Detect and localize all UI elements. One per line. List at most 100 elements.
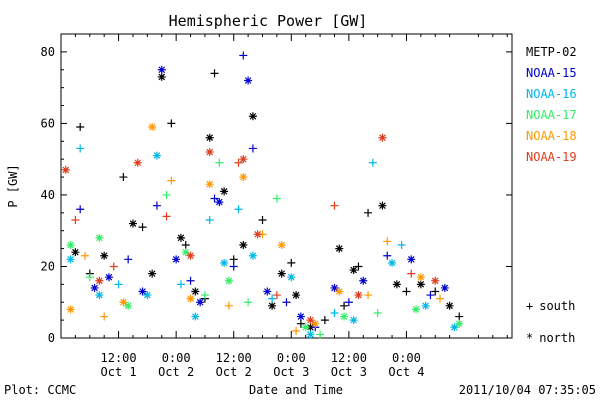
data-point-noaa-18 bbox=[167, 176, 176, 185]
x-tick-time-label: 12:00 bbox=[101, 351, 137, 365]
data-point-metp-02 bbox=[191, 287, 200, 296]
series-noaa-18 bbox=[66, 122, 445, 335]
data-point-metp-02 bbox=[335, 244, 344, 253]
data-point-noaa-19 bbox=[162, 212, 171, 221]
series-noaa-15 bbox=[76, 51, 449, 332]
data-point-noaa-15 bbox=[152, 201, 161, 210]
marker-legend: + south * north bbox=[526, 299, 575, 345]
data-point-metp-02 bbox=[296, 319, 305, 328]
data-point-noaa-17 bbox=[124, 301, 133, 310]
y-tick-label: 80 bbox=[41, 45, 55, 59]
data-point-noaa-17 bbox=[162, 190, 171, 199]
data-point-noaa-19 bbox=[354, 291, 363, 300]
x-tick-date-label: Oct 2 bbox=[216, 365, 252, 379]
data-point-noaa-15 bbox=[244, 76, 253, 85]
chart-title: Hemispheric Power [GW] bbox=[169, 12, 368, 30]
data-point-noaa-15 bbox=[282, 298, 291, 307]
data-point-metp-02 bbox=[128, 219, 137, 228]
data-point-noaa-16 bbox=[152, 151, 161, 160]
data-point-noaa-17 bbox=[455, 319, 464, 328]
data-point-noaa-19 bbox=[239, 155, 248, 164]
data-point-noaa-18 bbox=[80, 251, 89, 260]
series-noaa-19 bbox=[61, 133, 440, 325]
data-point-noaa-19 bbox=[61, 165, 70, 174]
y-tick-label: 40 bbox=[41, 188, 55, 202]
data-point-noaa-15 bbox=[76, 205, 85, 214]
data-point-metp-02 bbox=[349, 266, 358, 275]
data-point-noaa-19 bbox=[407, 269, 416, 278]
data-point-metp-02 bbox=[292, 291, 301, 300]
data-point-noaa-15 bbox=[104, 273, 113, 282]
data-point-noaa-16 bbox=[349, 316, 358, 325]
data-point-noaa-17 bbox=[244, 298, 253, 307]
data-point-noaa-16 bbox=[95, 291, 104, 300]
legend-entry: NOAA-19 bbox=[526, 150, 577, 164]
data-points bbox=[61, 51, 464, 339]
data-point-noaa-16 bbox=[330, 308, 339, 317]
data-point-noaa-16 bbox=[268, 294, 277, 303]
data-point-metp-02 bbox=[148, 269, 157, 278]
data-point-noaa-16 bbox=[66, 255, 75, 264]
marker-label: north bbox=[539, 331, 575, 345]
data-point-metp-02 bbox=[445, 301, 454, 310]
marker-symbol: + bbox=[526, 299, 533, 313]
legend-entry: NOAA-18 bbox=[526, 129, 577, 143]
data-point-metp-02 bbox=[416, 280, 425, 289]
data-point-metp-02 bbox=[181, 241, 190, 250]
data-point-noaa-17 bbox=[95, 233, 104, 242]
data-point-noaa-18 bbox=[383, 237, 392, 246]
x-tick-time-label: 0:00 bbox=[277, 351, 306, 365]
data-point-noaa-16 bbox=[421, 301, 430, 310]
data-point-noaa-18 bbox=[205, 180, 214, 189]
data-point-metp-02 bbox=[354, 262, 363, 271]
data-point-noaa-19 bbox=[378, 133, 387, 142]
data-point-noaa-17 bbox=[215, 158, 224, 167]
series-noaa-16 bbox=[66, 144, 459, 339]
data-point-metp-02 bbox=[277, 269, 286, 278]
marker-symbol: * bbox=[526, 331, 533, 345]
data-point-metp-02 bbox=[402, 287, 411, 296]
data-point-noaa-16 bbox=[388, 258, 397, 267]
data-point-noaa-16 bbox=[76, 144, 85, 153]
data-point-metp-02 bbox=[340, 301, 349, 310]
data-point-metp-02 bbox=[306, 323, 315, 332]
marker-legend-entry: + south bbox=[526, 299, 575, 313]
data-point-noaa-15 bbox=[172, 255, 181, 264]
data-point-metp-02 bbox=[220, 187, 229, 196]
footer-timestamp: 2011/10/04 07:35:05 bbox=[459, 383, 596, 397]
data-point-noaa-15 bbox=[426, 291, 435, 300]
data-point-noaa-19 bbox=[95, 276, 104, 285]
data-point-noaa-15 bbox=[263, 287, 272, 296]
data-point-noaa-16 bbox=[143, 291, 152, 300]
data-point-noaa-19 bbox=[306, 316, 315, 325]
data-point-noaa-16 bbox=[234, 205, 243, 214]
data-point-noaa-15 bbox=[359, 276, 368, 285]
data-point-noaa-15 bbox=[229, 262, 238, 271]
data-point-noaa-19 bbox=[253, 230, 262, 239]
data-point-metp-02 bbox=[205, 133, 214, 142]
data-point-noaa-16 bbox=[205, 215, 214, 224]
data-point-noaa-15 bbox=[407, 255, 416, 264]
y-axis: 0 20 40 60 80 bbox=[41, 33, 512, 345]
data-point-metp-02 bbox=[268, 301, 277, 310]
data-point-noaa-17 bbox=[373, 308, 382, 317]
data-point-noaa-19 bbox=[330, 201, 339, 210]
marker-legend-entry: * north bbox=[526, 331, 575, 345]
data-point-metp-02 bbox=[157, 72, 166, 81]
data-point-noaa-15 bbox=[138, 287, 147, 296]
data-point-metp-02 bbox=[320, 316, 329, 325]
data-point-noaa-18 bbox=[224, 301, 233, 310]
data-point-noaa-15 bbox=[330, 283, 339, 292]
data-point-noaa-19 bbox=[272, 291, 281, 300]
y-axis-label: P [GW] bbox=[6, 164, 20, 207]
data-point-noaa-18 bbox=[364, 291, 373, 300]
data-point-noaa-16 bbox=[176, 280, 185, 289]
footer-credit: Plot: CCMC bbox=[4, 383, 76, 397]
data-point-noaa-17 bbox=[66, 241, 75, 250]
data-point-noaa-18 bbox=[292, 326, 301, 335]
data-point-noaa-18 bbox=[239, 173, 248, 182]
data-point-noaa-17 bbox=[181, 248, 190, 257]
data-point-noaa-18 bbox=[119, 298, 128, 307]
x-axis-label: Date and Time bbox=[249, 383, 343, 397]
data-point-metp-02 bbox=[258, 215, 267, 224]
